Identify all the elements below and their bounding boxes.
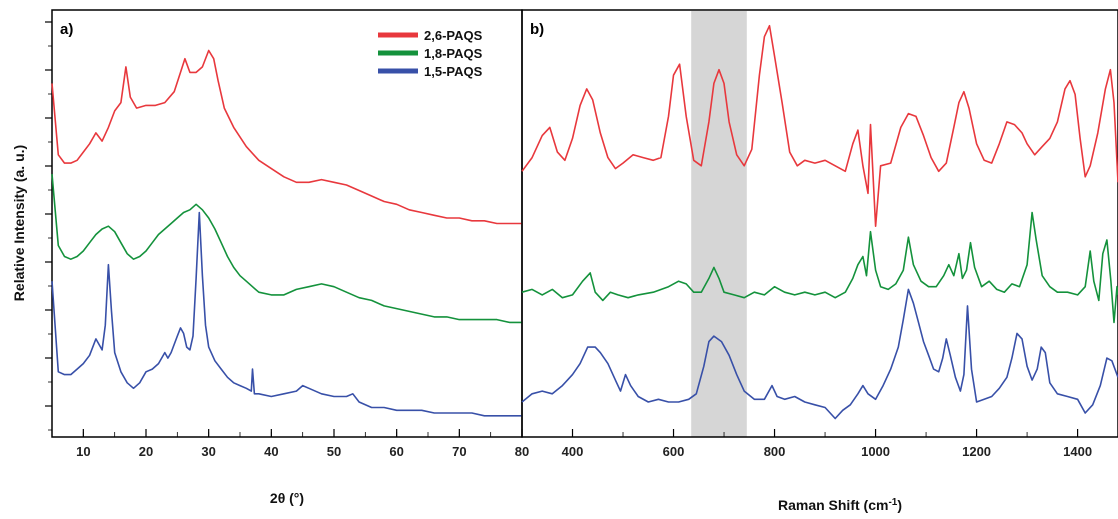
- panel-a-series-line-0: [51, 49, 522, 225]
- panel-b: 400 600 800 1000 1200 1400 b) Raman Shift (cm…: [521, 9, 1118, 514]
- legend-entry-1: 1,8-PAQS: [424, 46, 483, 61]
- x-tick-label: 20: [139, 444, 153, 459]
- panel-a-y-ticks: [45, 21, 52, 431]
- panel-a-x-ticks: 10 20 30 40 50 60 70 80: [51, 429, 529, 459]
- panel-b-series-line-0: [521, 24, 1118, 227]
- x-tick-label: 1200: [962, 444, 991, 459]
- x-tick-label: 1400: [1063, 444, 1092, 459]
- x-tick-label: 10: [76, 444, 90, 459]
- panel-b-frame: [521, 9, 1118, 438]
- x-tick-label: 50: [327, 444, 341, 459]
- panel-b-series-line-1: [521, 211, 1118, 324]
- legend-entry-2: 1,5-PAQS: [424, 64, 483, 79]
- panel-b-label: b): [530, 21, 544, 38]
- panel-b-x-axis-title-suffix: ): [897, 497, 902, 513]
- x-tick-label: 30: [201, 444, 215, 459]
- panel-a-series-group: [51, 49, 522, 417]
- panel-b-x-ticks: 400 600 800 1000 1200 1400: [521, 429, 1092, 459]
- panel-b-series-line-2: [521, 288, 1118, 420]
- x-tick-label: 60: [389, 444, 403, 459]
- panel-b-x-axis-title-sup: -1: [888, 497, 897, 508]
- legend: 2,6-PAQS 1,8-PAQS 1,5-PAQS: [378, 28, 483, 79]
- y-axis-title: Relative Intensity (a. u.): [11, 145, 27, 301]
- panel-a-series-line-1: [51, 174, 522, 324]
- x-tick-label: 600: [663, 444, 685, 459]
- panel-b-x-axis-title-main: Raman Shift (cm: [778, 497, 888, 513]
- highlight-band: [691, 11, 747, 437]
- x-tick-label: 400: [562, 444, 584, 459]
- legend-entry-0: 2,6-PAQS: [424, 28, 483, 43]
- panel-b-x-axis-title: Raman Shift (cm-1): [778, 497, 902, 514]
- x-tick-label: 800: [764, 444, 786, 459]
- panel-a: 10 20 30 40 50 60 70 80 a) 2θ (°) Relative Inte…: [11, 9, 529, 506]
- panel-a-series-line-2: [51, 211, 522, 417]
- x-tick-label: 70: [452, 444, 466, 459]
- panel-b-series-group: [521, 24, 1118, 420]
- x-tick-label: 40: [264, 444, 278, 459]
- panel-a-x-axis-title: 2θ (°): [270, 490, 304, 506]
- panel-a-label: a): [60, 21, 73, 38]
- x-tick-label: 1000: [861, 444, 890, 459]
- x-tick-label: 80: [515, 444, 529, 459]
